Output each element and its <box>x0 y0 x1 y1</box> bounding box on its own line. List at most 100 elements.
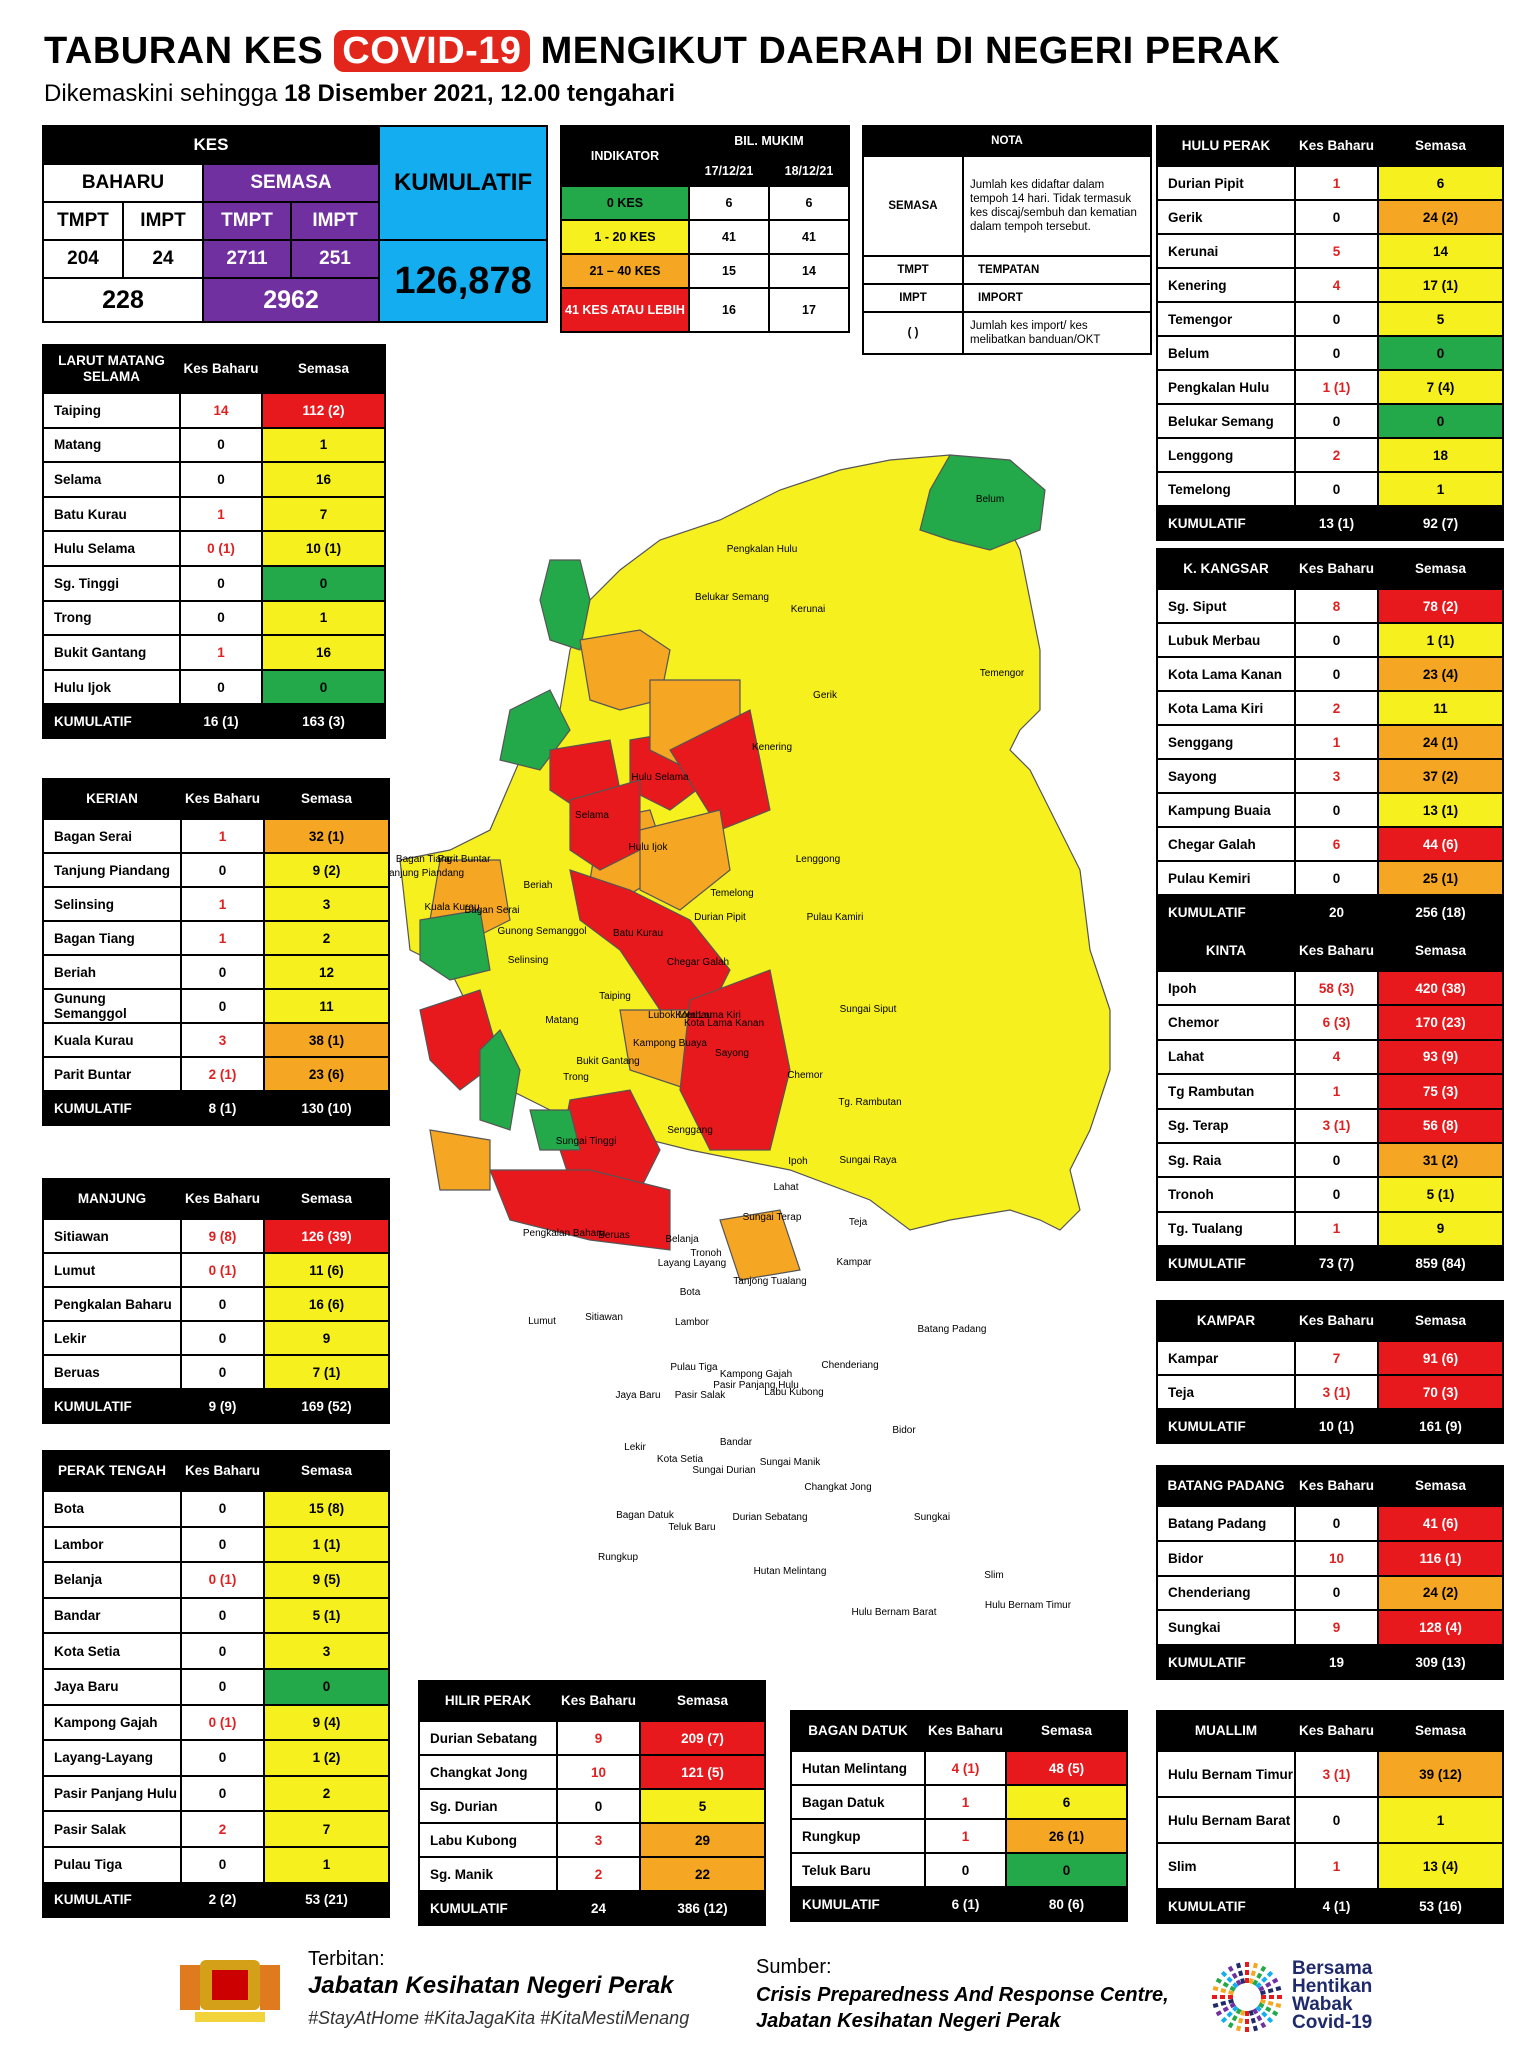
map-label: Bukit Gantang <box>576 1056 639 1067</box>
table-row: Pulau Tiga 0 1 <box>42 1845 390 1884</box>
table-row: Layang-Layang 0 1 (2) <box>42 1739 390 1777</box>
table-row: Selinsing 1 3 <box>42 886 390 922</box>
map-label: Temengor <box>980 668 1025 679</box>
table-row: Kuala Kurau 3 38 (1) <box>42 1022 390 1058</box>
publisher-name: Jabatan Kesihatan Negeri Perak <box>308 1972 674 1999</box>
table-row: Kota Setia 0 3 <box>42 1632 390 1670</box>
table-row: Kota Lama Kiri 2 11 <box>1156 690 1504 726</box>
map-label: Bidor <box>892 1425 916 1436</box>
district-table-kinta: KINTA Kes Baharu Semasa Ipoh 58 (3) 420 (38) C… <box>1156 930 1504 1282</box>
map-label: Hulu Ijok <box>629 842 669 853</box>
map-label: Durian Pipit <box>694 912 746 923</box>
perak-map: Belum Pengkalan Hulu Belukar Semang Kerunai… <box>390 454 1111 1618</box>
map-label: Slim <box>984 1570 1003 1581</box>
map-label: Selama <box>575 810 609 821</box>
table-row: Beriah 0 12 <box>42 954 390 990</box>
table-row: Sg. Siput 8 78 (2) <box>1156 588 1504 624</box>
table-row: Labu Kubong 3 29 <box>418 1822 766 1858</box>
table-row: Matang 0 1 <box>42 426 386 464</box>
district-name: MUALLIM <box>1156 1710 1296 1752</box>
table-row: Lubuk Merbau 0 1 (1) <box>1156 622 1504 658</box>
table-row: Belum 0 0 <box>1156 335 1504 371</box>
map-label: Kampar <box>836 1257 872 1268</box>
table-row: Gerik 0 24 (2) <box>1156 199 1504 235</box>
map-label: Sungai Tinggi <box>556 1136 617 1147</box>
map-label: Chegar Galah <box>667 957 729 968</box>
table-row: Lekir 0 9 <box>42 1320 390 1356</box>
update-subtitle: Dikemaskini sehingga 18 Disember 2021, 1… <box>44 80 676 107</box>
map-label: Tanjung Piandang <box>390 868 464 879</box>
map-label: Selinsing <box>508 955 549 966</box>
map-label: Belum <box>976 494 1004 505</box>
table-row: Belukar Semang 0 0 <box>1156 403 1504 439</box>
table-row: Sg. Durian 0 5 <box>418 1788 766 1824</box>
map-label: Pengkalan Hulu <box>727 544 798 555</box>
table-row: Kenering 4 17 (1) <box>1156 267 1504 303</box>
source-name: Crisis Preparedness And Response Centre,… <box>756 1984 1169 2032</box>
map-label: Jaya Baru <box>615 1390 660 1401</box>
table-row: Senggang 1 24 (1) <box>1156 724 1504 760</box>
map-label: Bota <box>680 1287 701 1298</box>
district-table-manjung: MANJUNG Kes Baharu Semasa Sitiawan 9 (8) 126 … <box>42 1178 390 1424</box>
table-row: Tanjung Piandang 0 9 (2) <box>42 852 390 888</box>
table-row: Bota 0 15 (8) <box>42 1490 390 1528</box>
covid-campaign-logo <box>1209 1959 1285 2035</box>
map-label: Teja <box>849 1217 868 1228</box>
kumulatif-row: KUMULATIF 2 (2) 53 (21) <box>42 1881 390 1918</box>
district-table-bagan: BAGAN DATUK Kes Baharu Semasa Hutan Melinta… <box>790 1710 1128 1922</box>
table-row: Selama 0 16 <box>42 461 386 498</box>
map-label: Gerik <box>813 690 838 701</box>
map-label: Labu Kubong <box>764 1387 824 1398</box>
table-row: Hulu Bernam Barat 0 1 <box>1156 1796 1504 1844</box>
table-row: Tronoh 0 5 (1) <box>1156 1176 1504 1213</box>
table-row: Pasir Salak 2 7 <box>42 1810 390 1848</box>
kumulatif-row: KUMULATIF 73 (7) 859 (84) <box>1156 1245 1504 1282</box>
map-label: Gunong Semanggol <box>498 926 587 937</box>
map-label: Parit Buntar <box>438 854 491 865</box>
district-name: LARUT MATANG SELAMA <box>42 344 181 394</box>
district-name: KAMPAR <box>1156 1300 1296 1342</box>
table-row: Pengkalan Baharu 0 16 (6) <box>42 1286 390 1322</box>
map-label: Sungai Durian <box>692 1465 755 1476</box>
map-label: Kota Setia <box>657 1454 704 1465</box>
table-row: Pengkalan Hulu 1 (1) 7 (4) <box>1156 369 1504 405</box>
page-title: TABURAN KES COVID-19 MENGIKUT DAERAH DI … <box>44 30 1281 72</box>
kumulatif-row: KUMULATIF 13 (1) 92 (7) <box>1156 505 1504 541</box>
table-row: Sg. Tinggi 0 0 <box>42 564 386 602</box>
table-row: Belanja 0 (1) 9 (5) <box>42 1561 390 1599</box>
table-row: Sayong 3 37 (2) <box>1156 758 1504 794</box>
table-row: Sg. Manik 2 22 <box>418 1856 766 1892</box>
map-label: Teluk Baru <box>668 1522 715 1533</box>
table-row: Kampong Gajah 0 (1) 9 (4) <box>42 1703 390 1742</box>
map-label: Pasir Salak <box>675 1390 727 1401</box>
map-label: Kuala Kurau <box>424 902 479 913</box>
table-row: Trong 0 1 <box>42 599 386 637</box>
map-label: Bagan Serai <box>464 905 519 916</box>
map-label: Belukar Semang <box>695 592 769 603</box>
map-label: Pengkalan Baharu <box>523 1228 605 1239</box>
district-name: MANJUNG <box>42 1178 182 1220</box>
table-row: Kerunai 5 14 <box>1156 233 1504 269</box>
map-label: Changkat Jong <box>804 1482 871 1493</box>
kumulatif-row: KUMULATIF 10 (1) 161 (9) <box>1156 1408 1504 1444</box>
kes-summary-table: KES KUMULATIF BAHARU SEMASA TMPT IMPT TMPT IM… <box>41 125 549 323</box>
table-row: Bagan Tiang 1 2 <box>42 920 390 956</box>
table-row: Slim 1 13 (4) <box>1156 1842 1504 1890</box>
district-table-kerian: KERIAN Kes Baharu Semasa Bagan Serai 1 32 (1)… <box>42 778 390 1126</box>
map-label: Kampong Gajah <box>720 1369 792 1380</box>
table-row: Hulu Bernam Timur 3 (1) 39 (12) <box>1156 1750 1504 1798</box>
map-label: Lenggong <box>796 854 841 865</box>
table-row: Lenggong 2 18 <box>1156 437 1504 473</box>
table-row: Temengor 0 5 <box>1156 301 1504 337</box>
map-label: Layang Layang <box>658 1258 726 1269</box>
map-label: Beriah <box>524 880 553 891</box>
kumulatif-row: KUMULATIF 4 (1) 53 (16) <box>1156 1888 1504 1924</box>
perak-coat-of-arms-logo <box>180 1960 280 2022</box>
table-row: Pulau Kemiri 0 25 (1) <box>1156 860 1504 896</box>
map-label: Pulau Tiga <box>670 1362 718 1373</box>
district-name: HILIR PERAK <box>418 1680 558 1722</box>
district-name: BAGAN DATUK <box>790 1710 926 1752</box>
map-label: Rungkup <box>598 1552 638 1563</box>
map-label: Sungai Raya <box>839 1155 897 1166</box>
district-table-perak_tengah: PERAK TENGAH Kes Baharu Semasa Bota 0 15 (8) L… <box>42 1450 390 1918</box>
